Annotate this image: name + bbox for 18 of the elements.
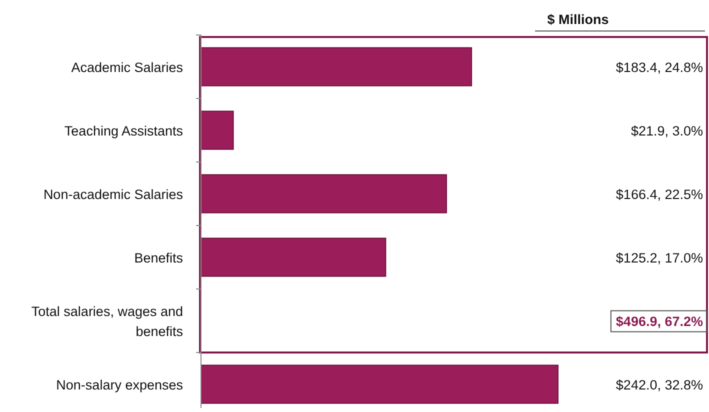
bar	[200, 364, 558, 404]
y-tick-label: Non-academic Salaries	[43, 186, 184, 202]
data-label: $242.0, 32.8%	[616, 377, 703, 392]
text: $496.9, 67.2%	[616, 314, 703, 329]
chart-title: $ Millions	[547, 12, 609, 27]
y-tick-label: Total salaries, wages and benefits	[31, 304, 184, 339]
bar	[200, 174, 447, 214]
bar	[200, 238, 386, 277]
bar	[200, 110, 234, 150]
bar	[200, 47, 472, 86]
data-label: $183.4, 24.8%	[616, 60, 703, 75]
data-label: $125.2, 17.0%	[616, 250, 703, 266]
y-tick-label: Academic Salaries	[71, 60, 184, 75]
data-label: $166.4, 22.5%	[616, 186, 703, 202]
y-tick-label: Non-salary expenses	[56, 377, 184, 392]
y-tick-label: Teaching Assistants	[64, 123, 184, 138]
data-label: $21.9, 3.0%	[630, 123, 703, 138]
y-tick-label: Benefits	[134, 250, 184, 266]
